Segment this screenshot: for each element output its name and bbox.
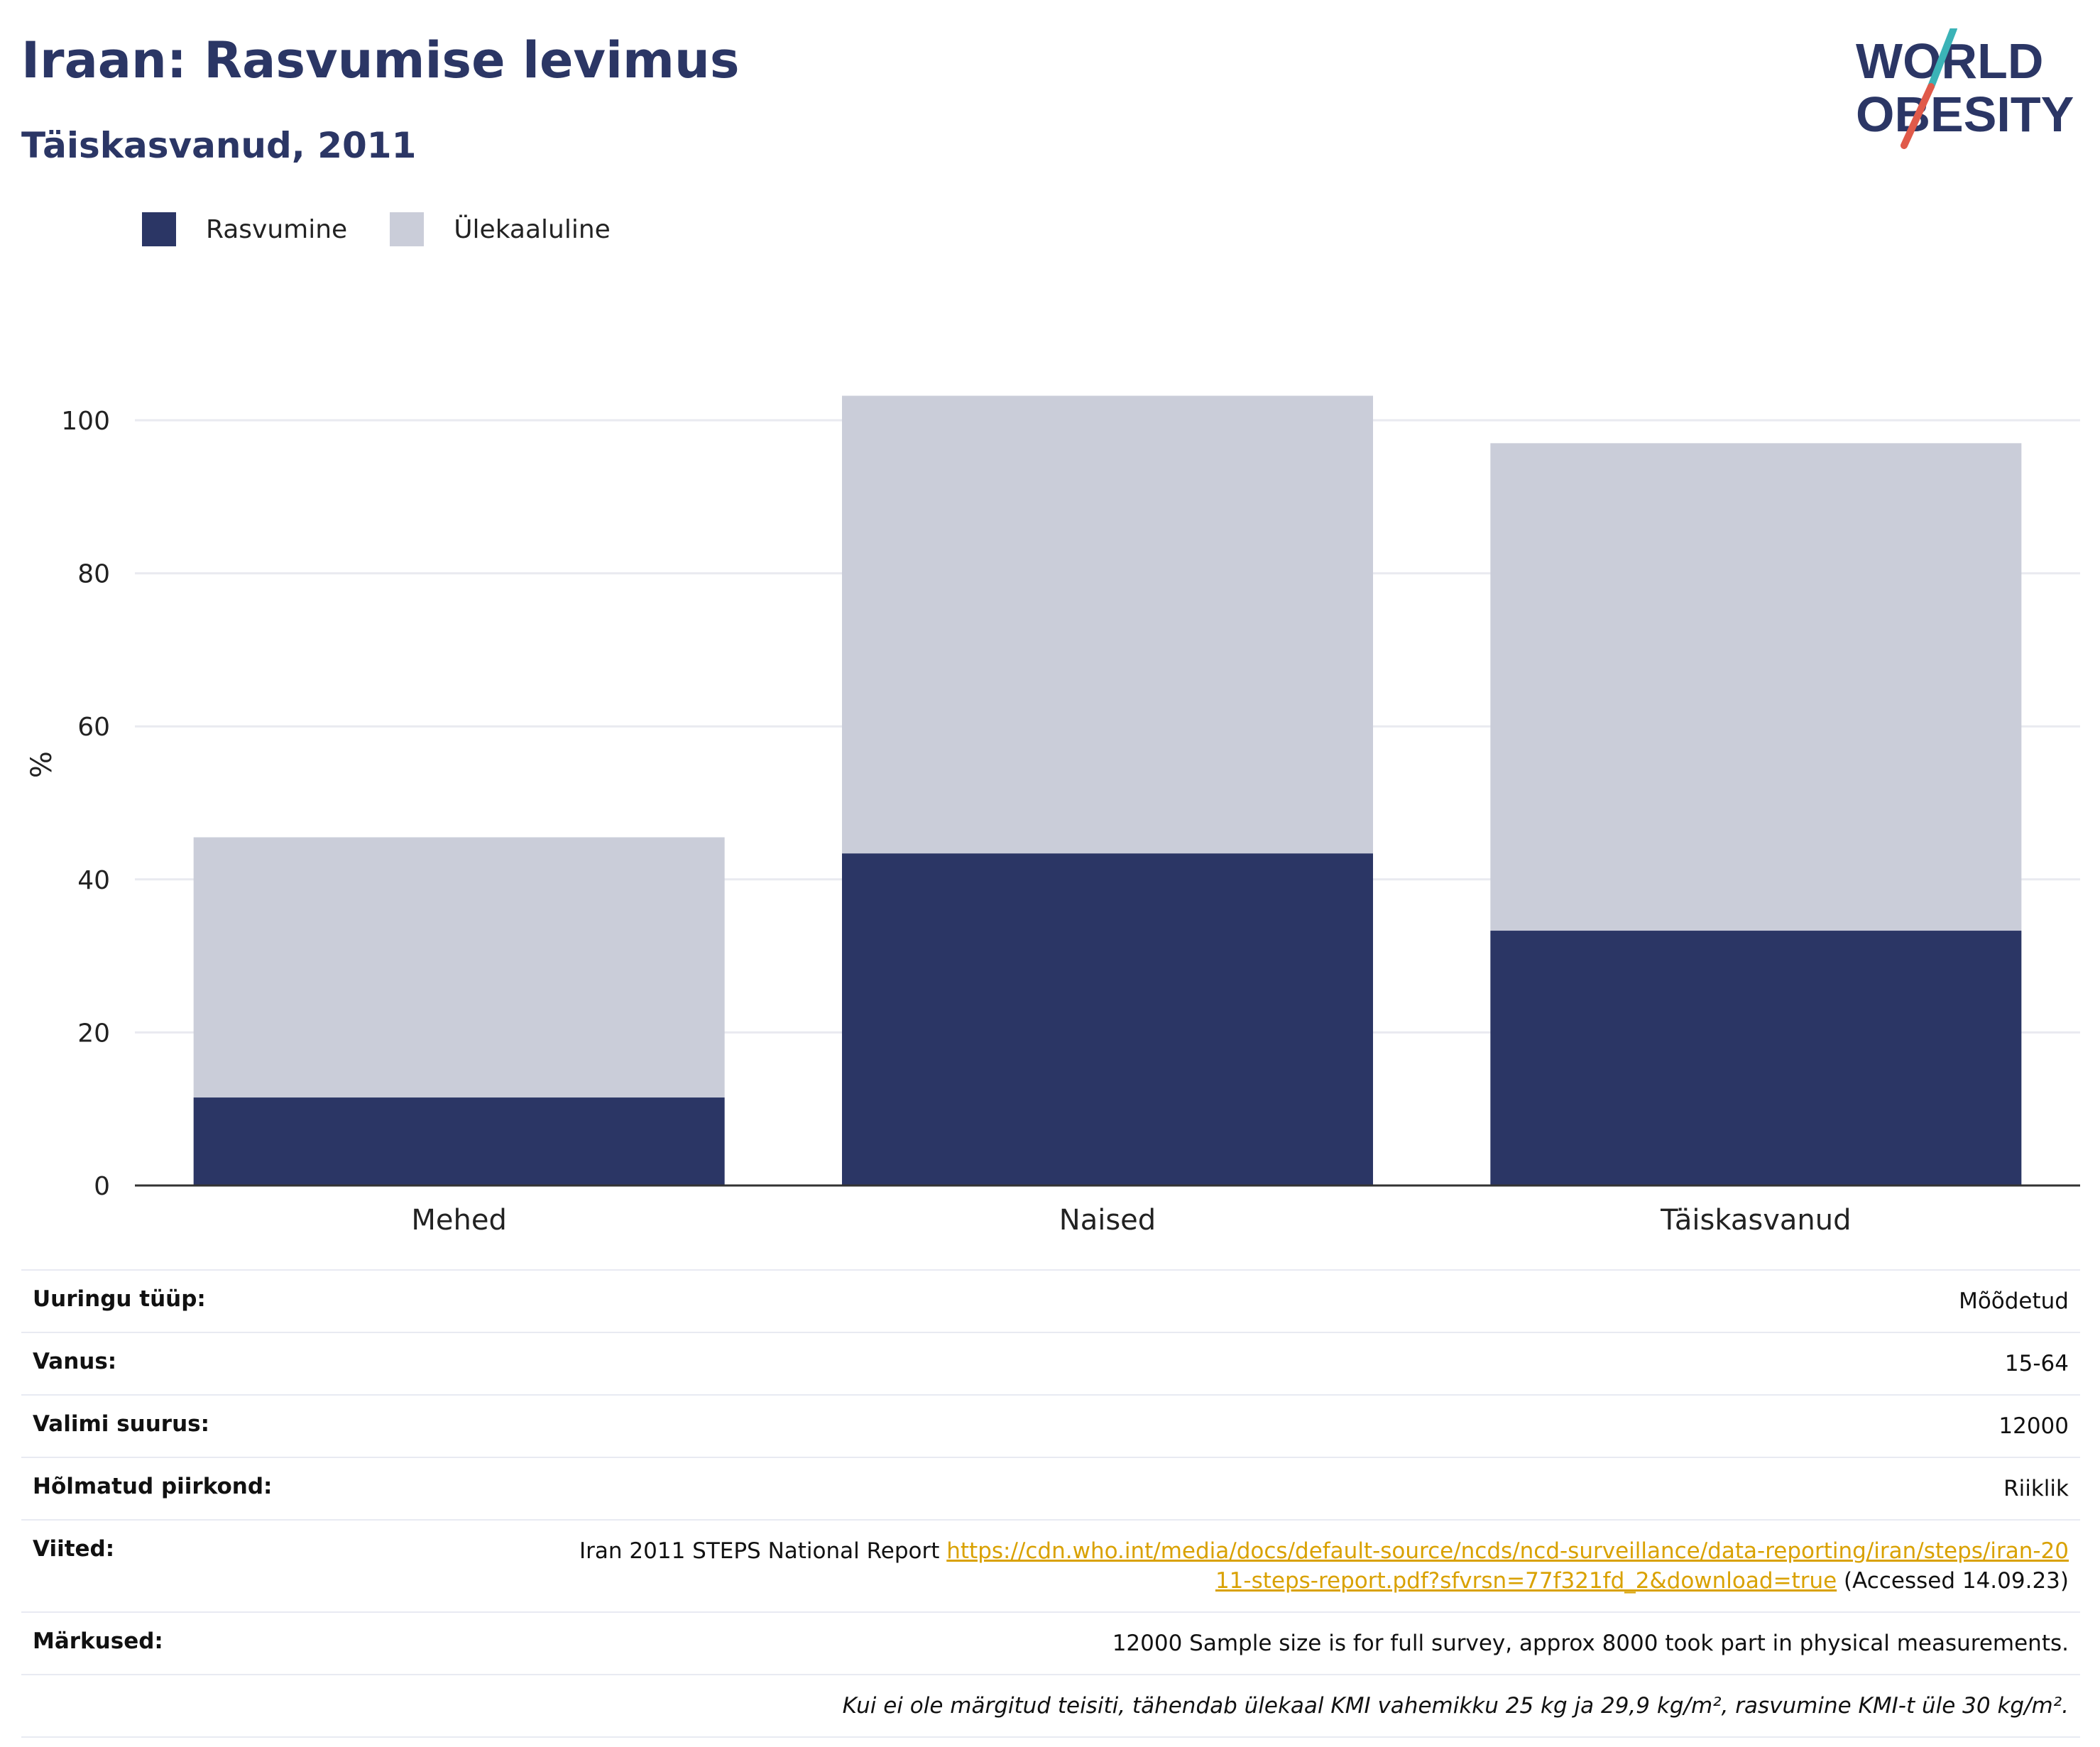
- info-value: Riiklik: [2003, 1476, 2069, 1501]
- info-key: Valimi suurus:: [33, 1411, 209, 1437]
- y-tick-label: 0: [94, 1172, 110, 1201]
- info-value: 15-64: [2004, 1351, 2069, 1376]
- stacked-bar-chart: 0 20 40 60 80 100 Mehed Naised Täiskasvanud%: [26, 395, 2080, 1237]
- chart-title: Iraan: Rasvumise levimus: [21, 31, 740, 89]
- info-value: Mõõdetud: [1959, 1288, 2069, 1314]
- info-row-references: Viited: Iran 2011 STEPS National Report …: [21, 1519, 2080, 1611]
- info-value: 12000: [1998, 1413, 2069, 1439]
- info-key: Viited:: [33, 1536, 115, 1562]
- info-row-notes: Märkused: 12000 Sample size is for full …: [21, 1611, 2080, 1674]
- info-row-survey-type: Uuringu tüüp: Mõõdetud: [21, 1269, 2080, 1332]
- x-tick-label: Mehed: [411, 1204, 506, 1237]
- info-key: Märkused:: [33, 1628, 163, 1654]
- logo-slash-red: [1901, 83, 1935, 149]
- x-tick-label: Naised: [1059, 1204, 1156, 1237]
- footnote: Kui ei ole märgitud teisiti, tähendab ül…: [842, 1693, 2069, 1719]
- y-tick-label: 60: [77, 713, 110, 742]
- reference-text: Iran 2011 STEPS National Report: [579, 1538, 940, 1564]
- bar-obesity-2[interactable]: [1490, 931, 2022, 1185]
- legend-item-overweight[interactable]: Ülekaaluline: [390, 212, 611, 246]
- info-table: Uuringu tüüp: Mõõdetud Vanus: 15-64 Vali…: [21, 1269, 2080, 1738]
- logo-slash-teal: [1927, 28, 1957, 90]
- bar-overweight-2[interactable]: [1490, 443, 2022, 931]
- reference-link[interactable]: https://cdn.who.int/media/docs/default-s…: [946, 1538, 2069, 1594]
- y-tick-label: 40: [77, 866, 110, 895]
- legend-label-overweight: Ülekaaluline: [454, 214, 611, 244]
- info-row-area: Hõlmatud piirkond: Riiklik: [21, 1457, 2080, 1519]
- legend-swatch-obesity: [142, 212, 176, 246]
- legend-swatch-overweight: [390, 212, 425, 246]
- bar-obesity-0[interactable]: [193, 1097, 725, 1185]
- info-value: 12000 Sample size is for full survey, ap…: [1112, 1631, 2069, 1656]
- info-row-sample-size: Valimi suurus: 12000: [21, 1394, 2080, 1457]
- info-row-footnote: Kui ei ole märgitud teisiti, tähendab ül…: [21, 1674, 2080, 1738]
- world-obesity-logo: WORLD OBESITY: [1856, 28, 2074, 149]
- bar-obesity-1[interactable]: [842, 853, 1373, 1185]
- bar-overweight-1[interactable]: [842, 395, 1373, 854]
- logo-line-obesity: OBESITY: [1856, 87, 2074, 142]
- legend-item-obesity[interactable]: Rasvumine: [142, 212, 347, 246]
- info-value-references: Iran 2011 STEPS National Report https://…: [578, 1536, 2069, 1596]
- reference-accessed: (Accessed 14.09.23): [1844, 1568, 2069, 1594]
- x-tick-label: Täiskasvanud: [1660, 1204, 1851, 1237]
- info-key: Uuringu tüüp:: [33, 1286, 206, 1312]
- y-tick-label: 80: [77, 560, 110, 589]
- info-key: Vanus:: [33, 1349, 117, 1374]
- y-tick-label: 100: [61, 407, 110, 436]
- bar-overweight-0[interactable]: [193, 837, 725, 1098]
- legend-label-obesity: Rasvumine: [206, 214, 348, 244]
- y-axis-label: %: [26, 751, 58, 778]
- y-tick-label: 20: [77, 1019, 110, 1048]
- chart-subtitle: Täiskasvanud, 2011: [21, 125, 417, 166]
- info-key: Hõlmatud piirkond:: [33, 1474, 273, 1499]
- info-row-age: Vanus: 15-64: [21, 1332, 2080, 1394]
- legend: Rasvumine Ülekaaluline: [142, 210, 653, 248]
